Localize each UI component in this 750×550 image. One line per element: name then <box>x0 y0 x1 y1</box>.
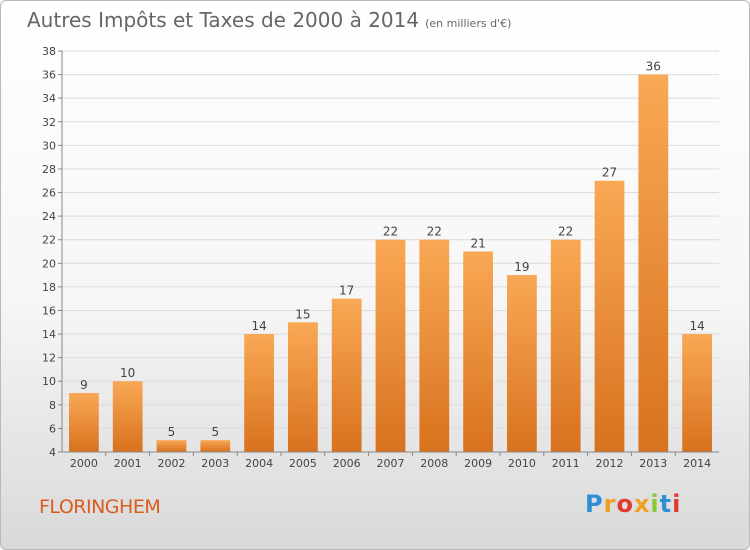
y-tick-label: 36 <box>42 69 56 82</box>
data-label: 9 <box>80 378 88 392</box>
bar <box>594 180 625 452</box>
logo-letter: x <box>633 490 651 518</box>
bar <box>69 393 99 452</box>
x-tick-label: 2002 <box>158 457 186 470</box>
x-tick-label: 2000 <box>70 457 98 470</box>
x-tick-label: 2001 <box>114 457 142 470</box>
bar <box>244 334 274 452</box>
x-tick-label: 2005 <box>289 457 317 470</box>
y-tick-label: 20 <box>42 257 56 270</box>
bar <box>200 440 231 452</box>
y-tick-label: 38 <box>42 45 56 58</box>
bar <box>156 440 187 452</box>
y-tick-label: 14 <box>42 328 56 341</box>
logo-letter: t <box>659 490 673 518</box>
data-label: 19 <box>514 260 529 274</box>
y-tick-label: 12 <box>42 352 56 365</box>
bar <box>288 322 318 452</box>
x-tick-label: 2003 <box>201 457 229 470</box>
logo-letter: P <box>585 490 604 518</box>
chart-title: Autres Impôts et Taxes de 2000 à 2014 (en… <box>27 8 511 32</box>
data-label: 22 <box>558 225 573 239</box>
y-tick-label: 10 <box>42 375 56 388</box>
bar <box>638 74 669 453</box>
x-tick-label: 2010 <box>508 457 536 470</box>
logo-letter: i <box>672 490 682 518</box>
data-label: 17 <box>339 284 354 298</box>
data-label: 22 <box>383 225 398 239</box>
bar <box>507 275 537 452</box>
data-label: 14 <box>689 319 704 333</box>
y-tick-label: 24 <box>42 210 56 223</box>
data-label: 10 <box>120 366 135 380</box>
bar <box>550 239 581 452</box>
y-tick-label: 6 <box>49 422 56 435</box>
y-tick-label: 34 <box>42 92 56 105</box>
bar <box>463 251 493 452</box>
y-tick-label: 28 <box>42 163 56 176</box>
bar <box>419 239 450 452</box>
logo-letter: r <box>603 490 617 518</box>
y-tick-label: 18 <box>42 281 56 294</box>
x-tick-label: 2012 <box>596 457 624 470</box>
x-tick-label: 2007 <box>377 457 405 470</box>
proxiti-logo: Proxiti <box>585 490 681 518</box>
x-tick-label: 2014 <box>683 457 711 470</box>
data-label: 5 <box>211 425 219 439</box>
logo-letter: o <box>616 490 634 518</box>
x-tick-label: 2009 <box>464 457 492 470</box>
y-tick-label: 4 <box>49 446 56 459</box>
data-label: 14 <box>251 319 266 333</box>
place-name: FLORINGHEM <box>39 496 161 518</box>
x-tick-label: 2008 <box>420 457 448 470</box>
data-label: 21 <box>470 237 485 251</box>
bar <box>112 381 143 452</box>
bar <box>331 298 362 452</box>
y-tick-label: 30 <box>42 139 56 152</box>
bar <box>682 334 712 452</box>
title-text: Autres Impôts et Taxes de 2000 à 2014 <box>27 8 420 32</box>
data-label: 5 <box>168 425 176 439</box>
title-unit: (en milliers d'€) <box>425 17 512 30</box>
data-label: 15 <box>295 307 310 321</box>
x-tick-label: 2004 <box>245 457 273 470</box>
x-tick-label: 2006 <box>333 457 361 470</box>
y-tick-label: 26 <box>42 187 56 200</box>
data-label: 22 <box>427 225 442 239</box>
bar <box>375 239 406 452</box>
y-tick-label: 32 <box>42 116 56 129</box>
data-label: 36 <box>646 60 661 74</box>
data-label: 27 <box>602 166 617 180</box>
y-tick-label: 8 <box>49 399 56 412</box>
x-tick-label: 2011 <box>552 457 580 470</box>
logo-letter: i <box>650 490 660 518</box>
y-tick-label: 16 <box>42 304 56 317</box>
x-tick-label: 2013 <box>639 457 667 470</box>
y-tick-label: 22 <box>42 234 56 247</box>
